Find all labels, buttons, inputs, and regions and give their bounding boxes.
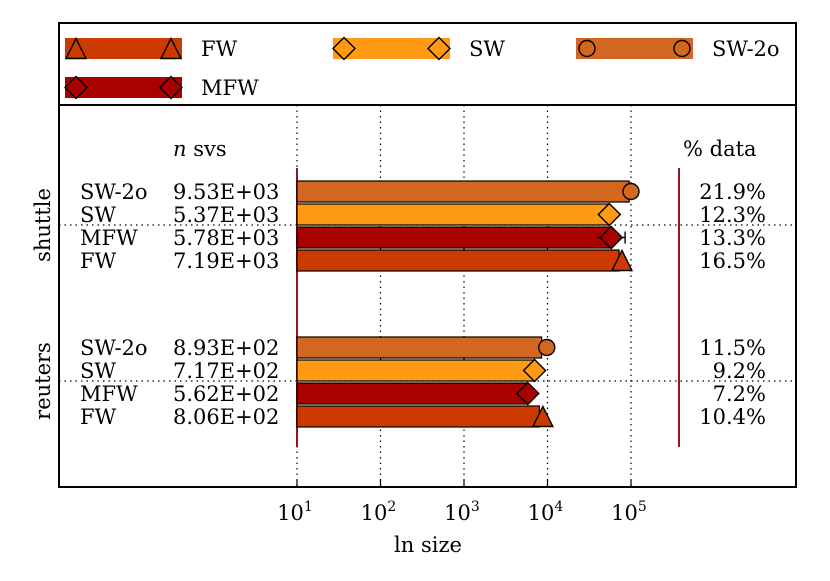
legend-marker-left-mfw (64, 75, 88, 100)
legend-marker-right-mfw (159, 75, 183, 100)
legend-label-fw: FW (201, 37, 238, 61)
legend-marker-left-sw (332, 36, 356, 61)
legend-swatch-fw (65, 38, 182, 59)
row-nsvs-shuttle-sw: 5.37E+03 (173, 203, 279, 227)
group-label-shuttle: shuttle (31, 188, 55, 262)
header-nsvs: n svs (173, 137, 227, 161)
x-tick-exp-3: 4 (554, 499, 563, 515)
header-pct-data: % data (683, 137, 757, 161)
marker-shuttle-sw (597, 202, 622, 227)
legend-label-sw2o: SW-2o (712, 37, 780, 61)
x-tick-exp-2: 3 (471, 499, 480, 515)
row-nsvs-reuters-sw: 7.17E+02 (173, 359, 279, 383)
x-tick-label-1: 102 (361, 499, 397, 525)
row-pct-shuttle-fw: 16.5% (699, 249, 766, 273)
x-tick-exp-1: 2 (387, 499, 396, 515)
x-tick-exp-0: 1 (304, 499, 313, 515)
bar-shuttle-sw (296, 203, 610, 226)
bar-reuters-sw (296, 359, 536, 382)
marker-reuters-fw (531, 404, 554, 428)
bar-shuttle-fw (296, 249, 620, 272)
legend-marker-right-fw (159, 36, 183, 60)
x-tick-base-1: 10 (361, 501, 388, 525)
x-tick-base-3: 10 (528, 501, 555, 525)
x-tick-label-3: 104 (528, 499, 564, 525)
x-tick-label-2: 103 (444, 499, 480, 525)
header-nsvs-n: n (173, 137, 187, 161)
marker-reuters-sw2o (538, 338, 556, 357)
row-label-reuters-fw: FW (80, 405, 117, 429)
row-pct-shuttle-sw2o: 21.9% (699, 180, 766, 204)
marker-shuttle-sw2o (622, 182, 640, 201)
header-nsvs-svs: svs (187, 137, 227, 161)
row-label-shuttle-mfw: MFW (80, 226, 138, 250)
bar-reuters-mfw (296, 382, 529, 405)
legend-swatch-sw2o (576, 38, 693, 59)
legend-marker-left-fw (64, 36, 88, 60)
row-nsvs-reuters-fw: 8.06E+02 (173, 405, 279, 429)
bar-reuters-fw (296, 405, 541, 428)
row-nsvs-reuters-mfw: 5.62E+02 (173, 382, 279, 406)
x-tick-base-0: 10 (277, 501, 304, 525)
legend-swatch-mfw (65, 77, 182, 98)
row-pct-reuters-sw2o: 11.5% (699, 336, 766, 360)
row-label-shuttle-sw: SW (80, 203, 116, 227)
row-pct-shuttle-sw: 12.3% (699, 203, 766, 227)
marker-shuttle-mfw (599, 225, 624, 250)
x-tick-base-2: 10 (444, 501, 471, 525)
bar-shuttle-mfw (296, 226, 612, 249)
bar-reuters-sw2o (296, 336, 543, 359)
row-nsvs-shuttle-fw: 7.19E+03 (173, 249, 279, 273)
row-label-reuters-sw: SW (80, 359, 116, 383)
legend-marker-right-sw (427, 36, 451, 61)
row-pct-shuttle-mfw: 13.3% (699, 226, 766, 250)
legend-swatch-sw (333, 38, 450, 59)
row-nsvs-reuters-sw2o: 8.93E+02 (173, 336, 279, 360)
row-pct-reuters-mfw: 7.2% (713, 382, 766, 406)
group-label-reuters: reuters (31, 342, 55, 420)
legend-label-mfw: MFW (201, 76, 259, 100)
x-tick-exp-4: 5 (638, 499, 647, 515)
row-label-shuttle-fw: FW (80, 249, 117, 273)
plot-frame (58, 104, 797, 488)
legend-marker-left-sw2o (578, 39, 596, 58)
row-label-shuttle-sw2o: SW-2o (80, 180, 148, 204)
grid (59, 105, 796, 487)
labels: n svs % data shuttle SW-2o 9.53E+03 21.9% SW 5.… (31, 137, 766, 429)
marker-reuters-mfw (515, 381, 540, 406)
row-nsvs-shuttle-mfw: 5.78E+03 (173, 226, 279, 250)
row-nsvs-shuttle-sw2o: 9.53E+03 (173, 180, 279, 204)
legend-marker-right-sw2o (673, 39, 691, 58)
bar-shuttle-sw2o (296, 180, 630, 203)
marker-reuters-sw (522, 358, 547, 383)
row-label-reuters-sw2o: SW-2o (80, 336, 148, 360)
x-tick-label-4: 105 (611, 499, 647, 525)
x-tick-base-4: 10 (611, 501, 638, 525)
bars (296, 180, 640, 428)
marker-shuttle-fw (610, 248, 634, 272)
row-pct-reuters-fw: 10.4% (699, 405, 766, 429)
x-axis-title: ln size (394, 533, 462, 557)
legend-label-sw: SW (469, 37, 505, 61)
row-label-reuters-mfw: MFW (80, 382, 138, 406)
legend: FW SW SW-2o MFW (64, 36, 780, 100)
row-pct-reuters-sw: 9.2% (713, 359, 766, 383)
x-tick-label-0: 101 (277, 499, 313, 525)
